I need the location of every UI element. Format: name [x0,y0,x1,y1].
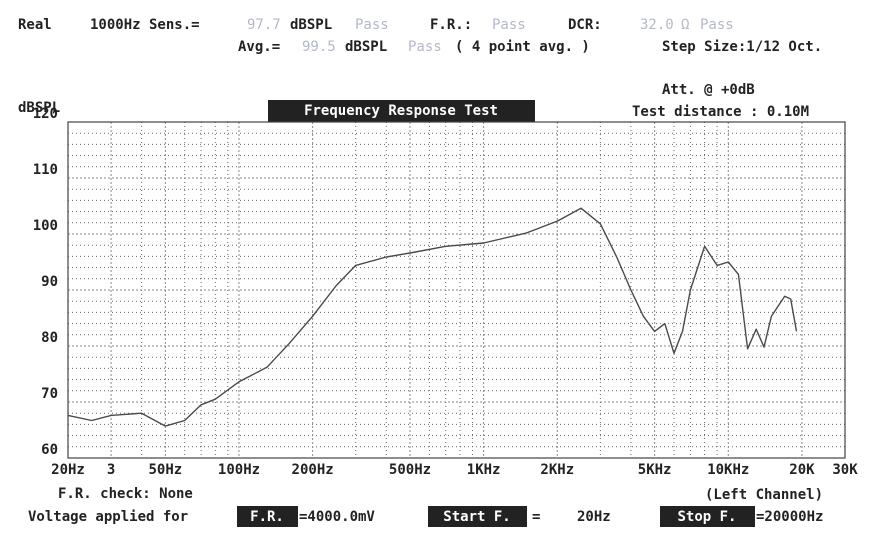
fr-label: F.R.: [430,17,472,33]
sens-unit: dBSPL [290,17,332,33]
x-tick-label: 50Hz [148,462,182,478]
sens-label: 1000Hz Sens.= [90,17,200,33]
x-tick-label: 20K [789,462,815,478]
dcr-label: DCR: [568,17,602,33]
sens-value: 97.7 [247,17,281,33]
avg-value: 99.5 [302,39,336,55]
y-tick-label: 90 [41,274,58,290]
avg-result: Pass [408,39,442,55]
fr-result: Pass [492,17,526,33]
voltage-value: =4000.0mV [299,509,375,525]
start-button-label[interactable]: Start F. [443,509,510,525]
fr-button[interactable] [237,506,298,527]
stop-button-label[interactable]: Stop F. [677,509,736,525]
avg-label: Avg.= [238,39,280,55]
y-tick-label: 60 [41,442,58,458]
response-curve [67,207,798,427]
sens-result: Pass [355,17,389,33]
attenuation: Att. @ +0dB [662,82,755,98]
start-eq: = [532,509,540,525]
x-tick-label: 20Hz [51,462,85,478]
test-distance: Test distance : 0.10M [632,104,809,120]
x-tick-label: 500Hz [389,462,431,478]
start-button[interactable] [428,506,527,527]
dcr-value: 32.0 [640,17,674,33]
fr-button-label[interactable]: F.R. [250,509,284,525]
x-tick-label: 2KHz [540,462,574,478]
fr-check: F.R. check: None [58,486,193,502]
voltage-label: Voltage applied for [28,509,188,525]
stop-value: =20000Hz [756,509,823,525]
y-tick-label: 100 [33,218,58,234]
channel: (Left Channel) [705,487,823,503]
x-tick-label: 200Hz [292,462,334,478]
step-size: Step Size:1/12 Oct. [662,39,822,55]
dcr-result: Pass [700,17,734,33]
y-tick-label: 120 [33,106,58,122]
x-tick-label: 30K [832,462,858,478]
avg-unit: dBSPL [345,39,387,55]
dcr-unit: Ω [681,17,689,33]
x-tick-label: 5KHz [638,462,672,478]
plot-frame [67,121,846,459]
stop-button[interactable] [660,506,755,527]
x-tick-label: 1KHz [467,462,501,478]
start-value: 20Hz [577,509,611,525]
title-box [268,100,535,122]
plot: 20Hz 3 50Hz 100Hz 200Hz 500Hz 1KHz 2KHz 5KHz 10KH… [33,106,859,478]
mode: Real [18,17,52,33]
x-tick-label: 100Hz [218,462,260,478]
y-tick-label: 110 [33,162,58,178]
avg-note: ( 4 point avg. ) [455,39,590,55]
chart-title: Frequency Response Test [304,103,498,119]
y-tick-label: 70 [41,386,58,402]
x-tick-label: 10KHz [707,462,749,478]
y-tick-label: 80 [41,330,58,346]
x-tick-label: 3 [107,462,115,478]
y-axis-label: dBSPL [18,100,60,116]
